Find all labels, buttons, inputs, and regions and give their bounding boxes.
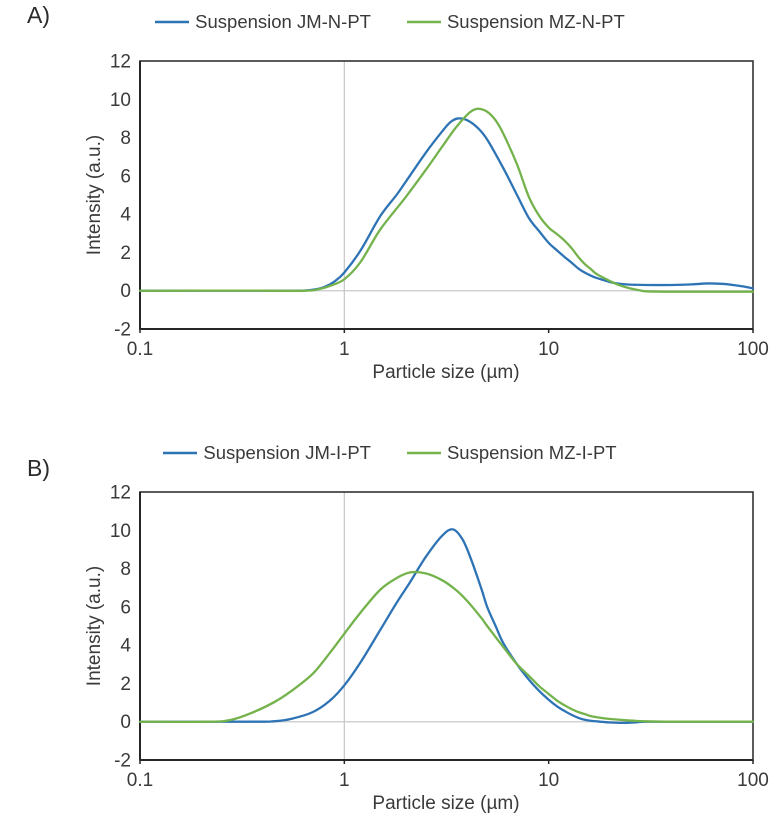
panel-b-legend: Suspension JM-I-PT Suspension MZ-I-PT xyxy=(0,442,780,464)
y-tick-label: 8 xyxy=(120,559,131,580)
legend-label: Suspension MZ-I-PT xyxy=(446,442,617,463)
x-tick-label: 100 xyxy=(737,770,769,791)
x-tick-label: 10 xyxy=(538,339,559,360)
plot-area-a: 0.1 1 10 100 -2 0 2 4 6 8 10 12 xyxy=(110,52,769,361)
legend-item-jm-i-pt: Suspension JM-I-PT xyxy=(163,442,371,464)
y-tick-label: 10 xyxy=(110,90,131,111)
y-tick-label: 12 xyxy=(110,52,131,73)
y-tick-label: 6 xyxy=(120,166,131,187)
legend-item-mz-i-pt: Suspension MZ-I-PT xyxy=(406,442,617,464)
plot-border xyxy=(139,60,754,330)
y-tick-label: -2 xyxy=(114,320,131,341)
legend-item-jm-n-pt: Suspension JM-N-PT xyxy=(155,11,371,33)
y-tick-label: 0 xyxy=(120,281,131,302)
series-line-swatch-icon xyxy=(406,20,441,24)
legend-label: Suspension JM-I-PT xyxy=(203,442,371,463)
series-curve xyxy=(138,107,755,293)
panel-b-label: B) xyxy=(27,455,50,481)
series-curve xyxy=(138,117,755,292)
y-tick-label: 10 xyxy=(110,521,131,542)
y-tick-label: -2 xyxy=(114,751,131,772)
y-tick-label: 4 xyxy=(120,205,131,226)
y-tick-label: 4 xyxy=(120,636,131,657)
legend-item-mz-n-pt: Suspension MZ-N-PT xyxy=(406,11,625,33)
plot-area-b: 0.1 1 10 100 -2 0 2 4 6 8 10 12 xyxy=(110,483,769,792)
series-line-swatch-icon xyxy=(155,20,190,24)
series-line-swatch-icon xyxy=(406,451,441,455)
x-axis-title: Particle size (µm) xyxy=(372,793,520,814)
panel-a-legend: Suspension JM-N-PT Suspension MZ-N-PT xyxy=(0,11,780,33)
x-tick-label: 10 xyxy=(538,770,559,791)
legend-label: Suspension JM-N-PT xyxy=(195,11,371,32)
x-tick-label: 0.1 xyxy=(127,339,153,360)
x-tick-label: 1 xyxy=(339,339,350,360)
legend-label: Suspension MZ-N-PT xyxy=(446,11,625,32)
figure-panel-b: B) Suspension JM-I-PT Suspension MZ-I-PT… xyxy=(0,431,780,831)
series-curve xyxy=(138,528,755,725)
y-tick-label: 2 xyxy=(120,674,131,695)
series-line-swatch-icon xyxy=(163,451,198,455)
figure-panel-a: A) Suspension JM-N-PT Suspension MZ-N-PT… xyxy=(0,2,780,383)
panel-a-label: A) xyxy=(27,2,50,28)
y-tick-label: 6 xyxy=(120,597,131,618)
x-tick-label: 0.1 xyxy=(127,770,153,791)
x-tick-label: 1 xyxy=(339,770,350,791)
y-tick-label: 0 xyxy=(120,712,131,733)
x-axis-title: Particle size (µm) xyxy=(372,362,520,383)
y-tick-label: 8 xyxy=(120,128,131,149)
series-curve xyxy=(138,570,755,724)
x-tick-label: 100 xyxy=(737,339,769,360)
y-tick-label: 2 xyxy=(120,243,131,264)
y-tick-label: 12 xyxy=(110,483,131,504)
